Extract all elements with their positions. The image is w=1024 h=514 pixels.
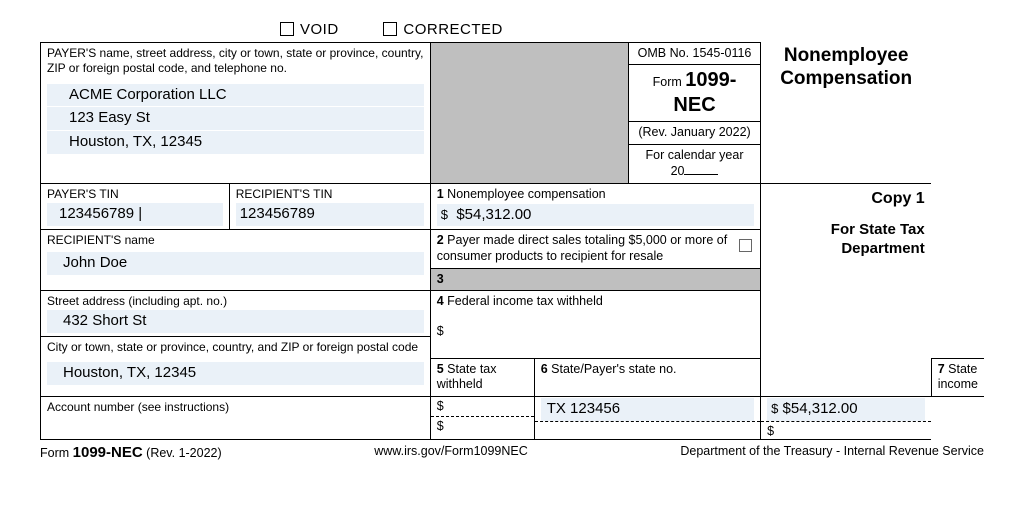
recipient-tin-cell: RECIPIENT'S TIN 123456789: [229, 184, 430, 230]
omb-number: OMB No. 1545-0116: [628, 42, 760, 65]
payer-name: ACME Corporation LLC: [47, 84, 424, 107]
calendar-year-cell: For calendar year 20: [628, 144, 760, 183]
calendar-year-label: For calendar year: [646, 148, 744, 162]
recipient-city-cell: City or town, state or province, country…: [41, 337, 431, 359]
payer-citystate: Houston, TX, 12345: [47, 131, 424, 154]
box-7-values: $ $54,312.00 $: [761, 396, 932, 439]
payer-street: 123 Easy St: [47, 107, 424, 130]
recipient-city: Houston, TX, 12345: [47, 362, 424, 385]
payer-tin: 123456789: [59, 205, 134, 222]
box-5-values: $ $: [430, 396, 534, 439]
footer-right: Department of the Treasury - Internal Re…: [680, 444, 984, 461]
void-label: VOID: [300, 21, 339, 38]
box-2-checkbox[interactable]: [739, 239, 752, 252]
recipient-city-value-cell: Houston, TX, 12345: [41, 358, 431, 396]
box-5-label: State tax withheld: [437, 362, 497, 392]
form-table: PAYER'S name, street address, city or to…: [40, 42, 984, 441]
corrected-label: CORRECTED: [403, 21, 503, 38]
account-number-label: Account number (see instructions): [47, 400, 424, 415]
box-2-label: Payer made direct sales totaling $5,000 …: [437, 233, 727, 263]
recipient-street: 432 Short St: [47, 310, 424, 333]
box-6-label: State/Payer's state no.: [551, 362, 676, 376]
form-title-cell: Nonemployee Compensation: [761, 42, 932, 184]
recipient-name-cell: RECIPIENT'S name John Doe: [41, 230, 431, 291]
box-6-values: TX 123456: [534, 396, 760, 439]
box-1-label: Nonemployee compensation: [447, 187, 605, 201]
payer-block-label: PAYER'S name, street address, city or to…: [47, 46, 424, 76]
recipient-name-label: RECIPIENT'S name: [47, 233, 424, 248]
box-5: 5 State tax withheld: [430, 358, 534, 396]
form-number: 1099-NEC: [673, 69, 736, 116]
payer-block: PAYER'S name, street address, city or to…: [41, 42, 431, 184]
void-checkbox[interactable]: [280, 22, 294, 36]
box-4: 4 Federal income tax withheld $: [430, 291, 760, 358]
box-7: 7 State income: [931, 358, 984, 396]
top-checkboxes: VOID CORRECTED: [40, 20, 984, 42]
payer-tin-label: PAYER'S TIN: [47, 187, 223, 202]
form-word: Form: [653, 75, 682, 89]
footer-url: www.irs.gov/Form1099NEC: [374, 444, 528, 461]
account-number-cell: Account number (see instructions): [41, 396, 431, 439]
box-4-label: Federal income tax withheld: [447, 294, 603, 308]
revision: (Rev. January 2022): [628, 122, 760, 145]
box-1-value: $54,312.00: [456, 206, 531, 223]
gray-block-top: [430, 42, 628, 184]
box-2: 2 Payer made direct sales totaling $5,00…: [430, 230, 760, 268]
box-6-value: TX 123456: [547, 400, 620, 417]
form-number-cell: Form 1099-NEC: [628, 65, 760, 122]
box-3: 3: [430, 268, 760, 291]
copy-label: Copy 1: [767, 189, 925, 209]
box-1: 1 Nonemployee compensation $ $54,312.00: [430, 184, 760, 230]
footer: Form 1099-NEC (Rev. 1-2022) www.irs.gov/…: [40, 440, 984, 461]
recipient-city-label: City or town, state or province, country…: [47, 340, 424, 355]
box-7-value: $54,312.00: [783, 400, 858, 417]
calendar-year-prefix: 20: [671, 164, 685, 178]
copy-side: Copy 1 For State Tax Department: [761, 184, 932, 397]
recipient-tin-label: RECIPIENT'S TIN: [236, 187, 424, 202]
box-6: 6 State/Payer's state no.: [534, 358, 760, 396]
recipient-tin: 123456789: [236, 203, 424, 226]
recipient-street-cell: Street address (including apt. no.) 432 …: [41, 291, 431, 337]
title-line1: Nonemployee: [784, 45, 909, 66]
recipient-name: John Doe: [47, 252, 424, 275]
calendar-year-blank[interactable]: [684, 163, 718, 175]
dept-line1: For State Tax: [831, 221, 925, 238]
form-1099-nec: VOID CORRECTED PAYER'S name, street addr…: [40, 20, 984, 461]
dept-line2: Department: [841, 240, 924, 257]
title-line2: Compensation: [780, 68, 912, 89]
footer-left: Form 1099-NEC (Rev. 1-2022): [40, 444, 222, 461]
corrected-checkbox[interactable]: [383, 22, 397, 36]
recipient-street-label: Street address (including apt. no.): [47, 294, 424, 309]
payer-tin-cell: PAYER'S TIN 123456789 |: [41, 184, 230, 230]
